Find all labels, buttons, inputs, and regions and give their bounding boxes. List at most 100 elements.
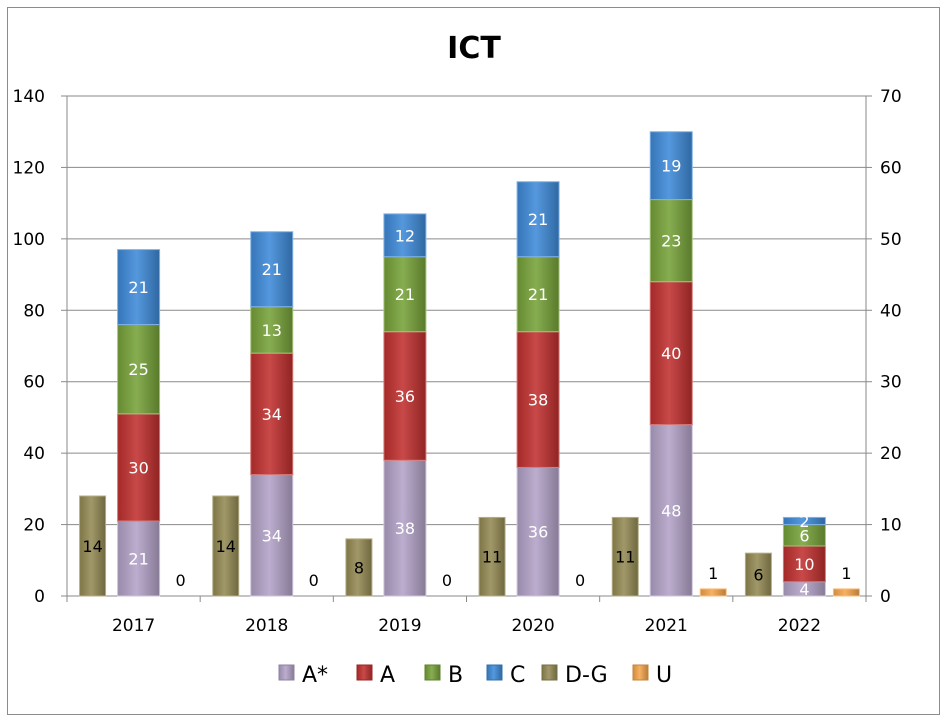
legend-swatch [356,664,373,681]
bar-d-g [744,552,772,597]
bar-segment-b [250,306,294,354]
data-label: 13 [262,321,282,340]
legend-swatch [486,664,503,681]
bar-segment-b [649,199,693,283]
data-label: 8 [354,558,364,577]
legend-swatch [278,664,295,681]
data-label: 12 [395,226,415,245]
legend-label: B [448,663,463,688]
data-label: 21 [528,285,548,304]
bar-d-g [212,495,240,597]
legend-label: C [510,663,525,688]
bar-segment-c [250,231,294,308]
y-right-tick-label: 60 [880,158,902,178]
data-label: 2 [799,512,809,531]
x-tick-label: 2018 [245,616,288,636]
data-label: 0 [442,571,452,590]
x-tick-label: 2017 [112,616,155,636]
bar-segment-b [117,324,161,415]
x-tick-label: 2021 [645,616,688,636]
data-label: 10 [794,555,814,574]
y-right-tick-label: 50 [880,230,902,250]
data-label: 14 [216,537,236,556]
bar-segment-astar [117,520,161,597]
data-label: 21 [128,550,148,569]
data-label: 34 [262,526,282,545]
data-label: 21 [528,210,548,229]
data-label: 6 [799,526,809,545]
legend-swatch [632,664,649,681]
bar-segment-astar [383,459,427,597]
data-label: 0 [175,571,185,590]
bar-segment-astar [649,424,693,597]
bar-segment-a [250,352,294,476]
data-label: 36 [395,387,415,406]
chart-frame [7,7,940,715]
legend-swatch [424,664,441,681]
data-label: 11 [615,548,635,567]
bar-segment-a [117,413,161,522]
data-label: 40 [661,344,681,363]
data-label: 48 [661,501,681,520]
data-labels: 2130252114034341321140383621128036382121… [82,157,851,599]
data-label: 30 [128,458,148,477]
bar-d-g [611,516,639,597]
x-tick-label: 2020 [511,616,554,636]
y-left-tick-label: 20 [23,516,45,536]
bar-segment-c [117,249,161,326]
y-left-tick-label: 120 [13,158,45,178]
data-label: 11 [482,548,502,567]
chart-title: ICT [447,31,501,66]
bars [79,131,860,597]
legend: A* A B C D-G U [278,663,672,688]
data-label: 14 [82,537,102,556]
bar-u [832,588,860,597]
x-tick-label: 2019 [378,616,421,636]
y-right-tick-label: 40 [880,301,902,321]
legend-swatch [541,664,558,681]
y-left-tick-label: 100 [13,230,45,250]
legend-label: A* [302,663,328,688]
data-label: 6 [753,566,763,585]
data-label: 25 [128,360,148,379]
y-left-tick-label: 80 [23,301,45,321]
y-right-tick-label: 10 [880,516,902,536]
bar-segment-astar [516,466,560,597]
bar-segment-b [516,256,560,333]
bar-segment-b [383,256,427,333]
bar-segment-c [516,181,560,258]
bar-u [699,588,727,597]
bar-segment-astar [250,474,294,597]
y-right-tick-label: 20 [880,444,902,464]
legend-label: U [656,663,672,688]
y-right-tick-label: 70 [880,87,902,107]
data-label: 34 [262,405,282,424]
bar-segment-c [649,131,693,201]
bar-d-g [478,516,506,597]
y-left-tick-label: 40 [23,444,45,464]
legend-label: D-G [565,663,608,688]
x-tick-label: 2022 [778,616,821,636]
bar-d-g [79,495,107,597]
bar-segment-c [782,516,826,526]
bar-segment-a [383,331,427,461]
data-label: 36 [528,523,548,542]
data-label: 19 [661,157,681,176]
bar-segment-a [649,281,693,426]
data-label: 38 [395,519,415,538]
data-label: 21 [262,260,282,279]
data-label: 21 [128,278,148,297]
legend-label: A [380,663,395,688]
data-label: 0 [309,571,319,590]
data-label: 21 [395,285,415,304]
bar-d-g [345,538,373,597]
y-right-tick-label: 0 [880,587,891,607]
grid [67,95,866,526]
y-right-tick-label: 30 [880,373,902,393]
y-left-tick-label: 60 [23,373,45,393]
data-label: 1 [708,564,718,583]
y-left-tick-label: 0 [34,587,45,607]
data-label: 23 [661,232,681,251]
